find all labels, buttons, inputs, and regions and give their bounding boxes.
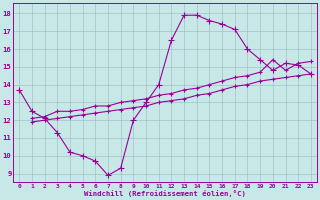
X-axis label: Windchill (Refroidissement éolien,°C): Windchill (Refroidissement éolien,°C): [84, 190, 246, 197]
